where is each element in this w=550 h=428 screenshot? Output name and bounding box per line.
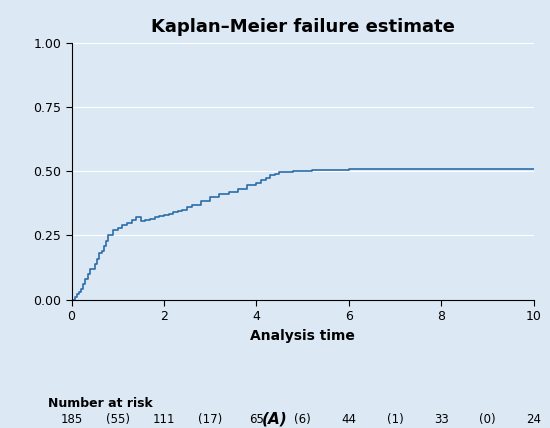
Text: 33: 33: [434, 413, 448, 425]
Text: Number at risk: Number at risk: [48, 397, 153, 410]
Text: (A): (A): [262, 412, 288, 427]
Title: Kaplan–Meier failure estimate: Kaplan–Meier failure estimate: [151, 18, 454, 36]
Text: (6): (6): [294, 413, 311, 425]
Text: 185: 185: [60, 413, 82, 425]
Text: 24: 24: [526, 413, 541, 425]
Text: (1): (1): [387, 413, 403, 425]
Text: (17): (17): [198, 413, 222, 425]
X-axis label: Analysis time: Analysis time: [250, 329, 355, 342]
Text: (0): (0): [479, 413, 496, 425]
Text: 65: 65: [249, 413, 264, 425]
Text: 44: 44: [341, 413, 356, 425]
Text: 111: 111: [153, 413, 175, 425]
Text: (55): (55): [106, 413, 130, 425]
